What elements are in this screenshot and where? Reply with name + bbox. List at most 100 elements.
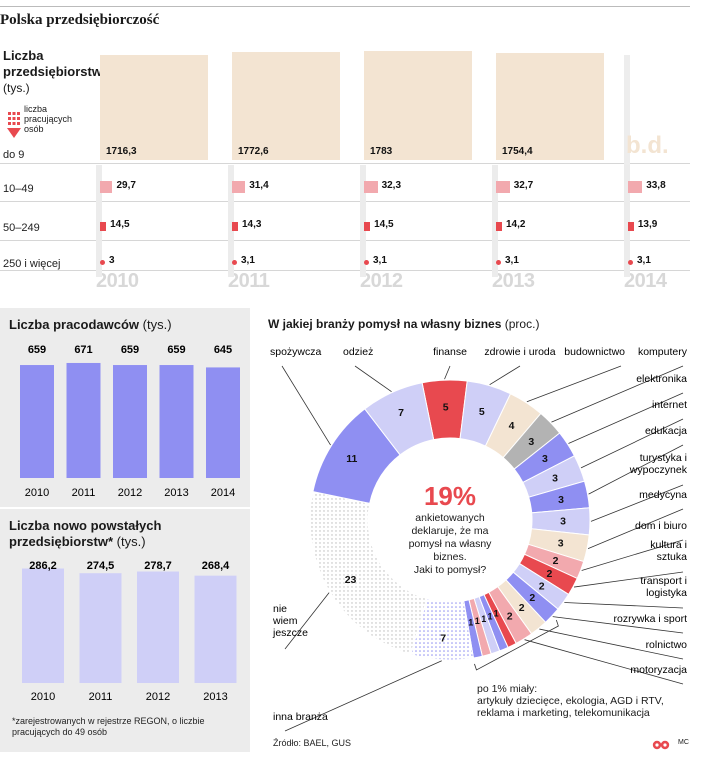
x-tick-label: 2010 — [31, 691, 55, 703]
bar-50-249 — [628, 221, 634, 231]
employers-label: Liczba pracodawców — [9, 317, 140, 332]
x-tick-label: 2011 — [89, 691, 113, 703]
bar — [194, 575, 237, 683]
leader-line — [444, 365, 451, 380]
small-note-line: reklama i marketing, telekomunikacja — [477, 707, 650, 719]
slice-name-label: logistyka — [646, 587, 687, 599]
slice-value-label: 3 — [552, 473, 558, 485]
slice-value-label: 2 — [519, 602, 525, 614]
people-icon — [6, 110, 22, 140]
slice-value-label: 5 — [443, 402, 449, 414]
slice-name-label: spożywcza — [270, 346, 322, 358]
bar — [137, 571, 179, 683]
leader-line — [284, 592, 330, 650]
bar-do-9 — [100, 55, 208, 160]
slice-name-label: jeszcze — [272, 627, 308, 639]
new-enterprises-label: Liczba nowo powstałych przedsiębiorstw* — [9, 518, 162, 549]
dot-250-plus — [100, 260, 105, 265]
bar-50-249 — [100, 221, 107, 231]
bar — [66, 362, 101, 478]
slice-name-label: medycyna — [639, 489, 687, 501]
small-slices-bracket — [474, 619, 559, 671]
small-note-line: artykuły dziecięce, ekologia, AGD i RTV, — [477, 695, 664, 707]
slice-value-label: 1 — [475, 616, 480, 626]
bar-50-249 — [496, 221, 502, 231]
slice-value-label: 2 — [529, 592, 535, 604]
leader-line — [588, 444, 684, 495]
donut-header: W jakiej branży pomysł na własny biznes … — [268, 316, 539, 332]
bar-do-9 — [364, 51, 472, 160]
leader-line — [539, 628, 684, 660]
slice-value-label: 1 — [481, 614, 486, 624]
leader-line — [524, 639, 684, 685]
value-label: 1783 — [370, 146, 393, 157]
bar-10-49 — [100, 181, 113, 193]
slice-name-label: kultura i — [650, 539, 687, 551]
slice-name-label: komputery — [638, 346, 688, 358]
bar-value-label: 659 — [167, 344, 185, 356]
bar — [206, 367, 240, 478]
credit: MC — [678, 739, 689, 746]
slice-name-label: nie — [273, 603, 287, 615]
small-note-title: po 1% miały: — [477, 683, 538, 695]
employers-header: Liczba pracodawców (tys.) — [9, 317, 172, 333]
donut-center-line: deklaruje, że ma — [411, 525, 489, 537]
new-enterprises-header: Liczba nowo powstałych przedsiębiorstw* … — [9, 518, 229, 550]
column-strip — [624, 165, 630, 277]
value-label: 1716,3 — [106, 146, 137, 157]
leader-line — [489, 365, 521, 386]
slice-value-label: 2 — [546, 568, 552, 580]
donut-center-line: ankietowanych — [415, 512, 485, 524]
bar — [79, 573, 122, 683]
slice-value-label: 1 — [468, 617, 473, 627]
slice-value-label: 3 — [542, 453, 548, 465]
dot-250-plus — [628, 260, 633, 265]
bar-10-49 — [496, 181, 510, 193]
small-categories-note: po 1% miały: artykuły dziecięce, ekologi… — [477, 683, 707, 719]
bar — [113, 365, 147, 478]
value-label: 3,1 — [373, 255, 387, 266]
slice-name-label: internet — [652, 399, 687, 411]
bar — [159, 365, 194, 478]
x-tick-label: 2013 — [203, 691, 227, 703]
slice-value-label: 2 — [507, 610, 513, 622]
leader-line — [354, 365, 392, 393]
value-label: 3,1 — [637, 255, 651, 266]
slice-name-label: dom i biuro — [635, 520, 687, 532]
bar-value-label: 659 — [121, 344, 139, 356]
row-label: do 9 — [3, 149, 25, 161]
value-label: 31,4 — [249, 180, 269, 191]
bar-value-label: 659 — [28, 344, 46, 356]
column-strip — [360, 165, 366, 277]
slice-value-label: 3 — [558, 537, 564, 549]
x-tick-label: 2014 — [211, 487, 235, 499]
row-label: 10–49 — [3, 183, 34, 195]
year-label: 2014 — [624, 270, 667, 292]
leader-line — [590, 484, 684, 522]
slice-name-label: elektronika — [636, 373, 687, 385]
x-tick-label: 2010 — [25, 487, 49, 499]
leader-line — [564, 602, 684, 609]
donut-center-line: biznes. — [433, 551, 467, 563]
source: Źródło: BAEL, GUS — [273, 738, 352, 748]
slice-name-label: turystyka i — [640, 452, 687, 464]
slice-name-label: motoryzacja — [630, 664, 687, 676]
slice-value-label: 2 — [553, 555, 559, 567]
slice-value-label: 1 — [494, 609, 499, 619]
bar — [22, 568, 64, 683]
value-label: 32,7 — [513, 180, 534, 191]
logo-icon — [652, 737, 670, 750]
employers-chart: 659 2010 671 2011 659 2012 659 2013 645 2014 — [20, 344, 240, 499]
slice-name-label: budownictwo — [564, 346, 625, 358]
value-label: 14,2 — [505, 219, 526, 230]
year-label: 2012 — [360, 270, 403, 292]
slice-name-label: rolnictwo — [646, 639, 688, 651]
leader-line — [580, 418, 684, 469]
x-tick-label: 2013 — [164, 487, 188, 499]
donut-center-line: Jaki to pomysł? — [413, 564, 487, 576]
slice-name-label: transport i — [640, 575, 687, 587]
leader-line — [281, 365, 331, 446]
enterprises-label: Liczba przedsiębiorstw — [3, 48, 102, 79]
slice-name-label: odzież — [343, 346, 373, 358]
slice-value-label: 4 — [509, 420, 515, 432]
